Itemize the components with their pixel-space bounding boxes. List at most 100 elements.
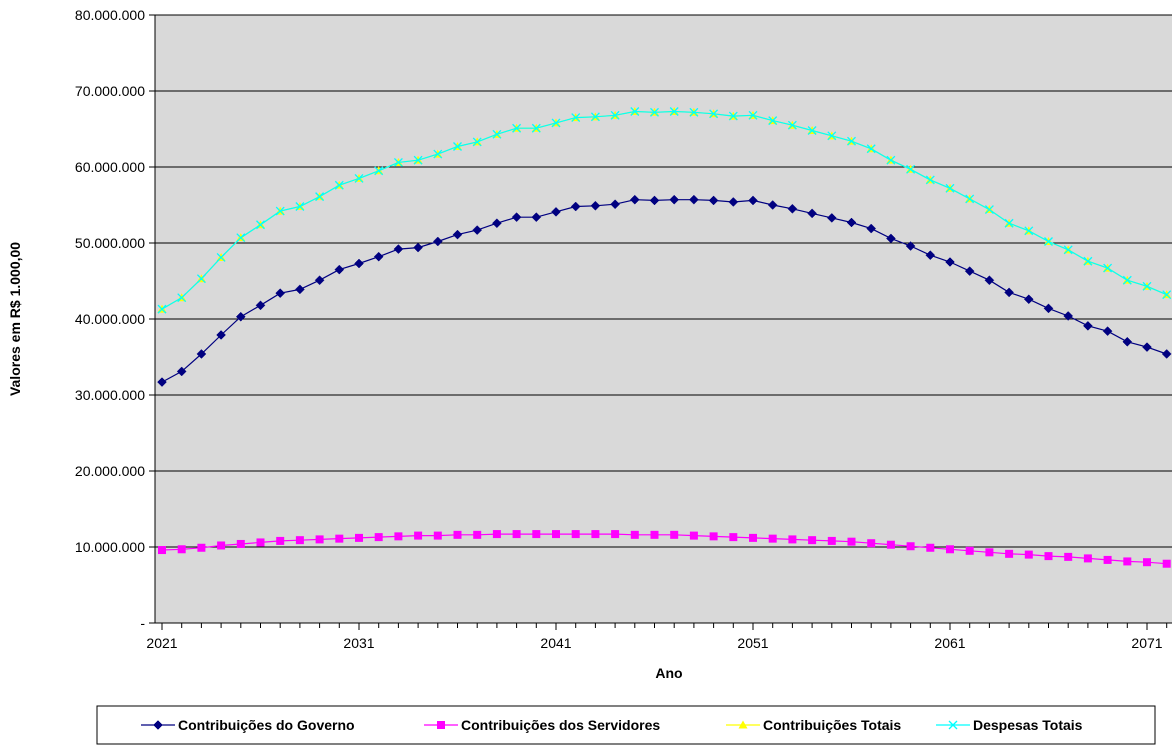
data-point bbox=[374, 533, 383, 542]
marker-stroke bbox=[1063, 245, 1073, 255]
data-point bbox=[1024, 226, 1034, 236]
marker-stroke bbox=[393, 157, 403, 167]
data-point bbox=[236, 233, 246, 243]
data-point bbox=[847, 537, 856, 546]
marker-stroke bbox=[787, 120, 797, 130]
data-point bbox=[1122, 275, 1132, 285]
data-point bbox=[1023, 294, 1034, 305]
marker-stroke bbox=[906, 164, 916, 174]
data-point bbox=[1083, 320, 1093, 331]
marker-stroke bbox=[1103, 263, 1113, 273]
data-point bbox=[590, 112, 600, 122]
data-point bbox=[689, 531, 698, 540]
x-tick-label: 2071 bbox=[1131, 635, 1162, 651]
data-point bbox=[925, 175, 935, 185]
data-point bbox=[669, 107, 679, 116]
data-point bbox=[1161, 349, 1172, 359]
y-tick-label: 40.000.000 bbox=[75, 311, 145, 327]
data-point bbox=[709, 532, 718, 541]
data-point bbox=[749, 533, 757, 542]
legend-label: Despesas Totais bbox=[973, 717, 1083, 733]
y-tick-label: 70.000.000 bbox=[75, 83, 145, 99]
data-point bbox=[472, 225, 483, 235]
data-point bbox=[591, 530, 600, 539]
data-point bbox=[630, 530, 639, 539]
marker-stroke bbox=[531, 123, 541, 133]
data-point bbox=[1063, 311, 1074, 321]
marker-stroke bbox=[571, 113, 581, 123]
y-tick-label: 10.000.000 bbox=[75, 539, 145, 555]
data-point bbox=[276, 536, 285, 545]
data-point bbox=[965, 546, 974, 555]
data-point bbox=[432, 236, 443, 247]
marker-stroke bbox=[453, 142, 462, 151]
marker-stroke bbox=[275, 206, 285, 216]
data-point bbox=[571, 113, 581, 123]
data-point bbox=[453, 142, 462, 151]
legend-item: Contribuições Totais bbox=[726, 717, 901, 733]
data-point bbox=[709, 109, 719, 119]
legend-item: Despesas Totais bbox=[936, 717, 1083, 733]
marker-stroke bbox=[886, 155, 896, 165]
marker-stroke bbox=[1122, 275, 1132, 285]
data-point bbox=[177, 545, 186, 554]
data-point bbox=[964, 266, 975, 276]
data-point bbox=[945, 183, 955, 193]
data-point bbox=[295, 284, 305, 295]
data-point bbox=[984, 205, 994, 215]
data-point bbox=[275, 288, 286, 299]
data-point bbox=[1004, 218, 1014, 228]
data-point bbox=[1102, 326, 1113, 337]
marker-stroke bbox=[216, 252, 226, 262]
data-point bbox=[787, 120, 797, 130]
data-point bbox=[846, 217, 857, 228]
data-point bbox=[570, 201, 581, 212]
x-tick-label: 2031 bbox=[343, 635, 374, 651]
marker-stroke bbox=[1162, 290, 1172, 300]
marker-stroke bbox=[827, 131, 837, 141]
marker-stroke bbox=[925, 175, 935, 185]
data-point bbox=[768, 116, 778, 126]
marker-stroke bbox=[157, 304, 167, 314]
data-point bbox=[670, 530, 679, 539]
data-point bbox=[295, 202, 305, 211]
x-axis-title: Ano bbox=[655, 665, 682, 681]
data-point bbox=[1162, 290, 1172, 300]
data-point bbox=[946, 545, 954, 554]
marker-stroke bbox=[709, 109, 719, 119]
legend-marker bbox=[153, 720, 163, 730]
marker-stroke bbox=[295, 202, 305, 211]
data-point bbox=[866, 223, 877, 234]
data-point bbox=[650, 530, 659, 539]
data-point bbox=[354, 258, 364, 269]
data-point bbox=[787, 203, 798, 214]
data-point bbox=[1004, 287, 1014, 298]
axes bbox=[149, 14, 1172, 630]
marker-stroke bbox=[1142, 281, 1152, 291]
data-point bbox=[1043, 303, 1054, 314]
data-point bbox=[1044, 237, 1053, 246]
marker-stroke bbox=[354, 173, 364, 183]
marker-stroke bbox=[630, 107, 640, 116]
x-tick-label: 2041 bbox=[540, 635, 571, 651]
legend-label: Contribuições do Governo bbox=[178, 717, 355, 733]
series-line bbox=[161, 110, 1167, 310]
data-point bbox=[689, 107, 699, 117]
data-point bbox=[216, 330, 226, 340]
data-point bbox=[808, 536, 817, 545]
legend-item: Contribuições do Governo bbox=[141, 717, 355, 733]
data-point bbox=[748, 195, 758, 206]
series-1 bbox=[157, 194, 1172, 387]
data-point bbox=[768, 534, 777, 543]
series-4 bbox=[157, 107, 1172, 314]
data-point bbox=[1103, 555, 1112, 564]
data-point bbox=[1143, 558, 1151, 567]
data-point bbox=[926, 543, 935, 552]
marker-stroke bbox=[374, 166, 384, 176]
data-point bbox=[472, 137, 482, 147]
data-point bbox=[985, 548, 994, 557]
data-point bbox=[413, 155, 423, 165]
data-point bbox=[256, 538, 265, 547]
marker-stroke bbox=[866, 144, 876, 154]
data-point bbox=[532, 530, 541, 539]
